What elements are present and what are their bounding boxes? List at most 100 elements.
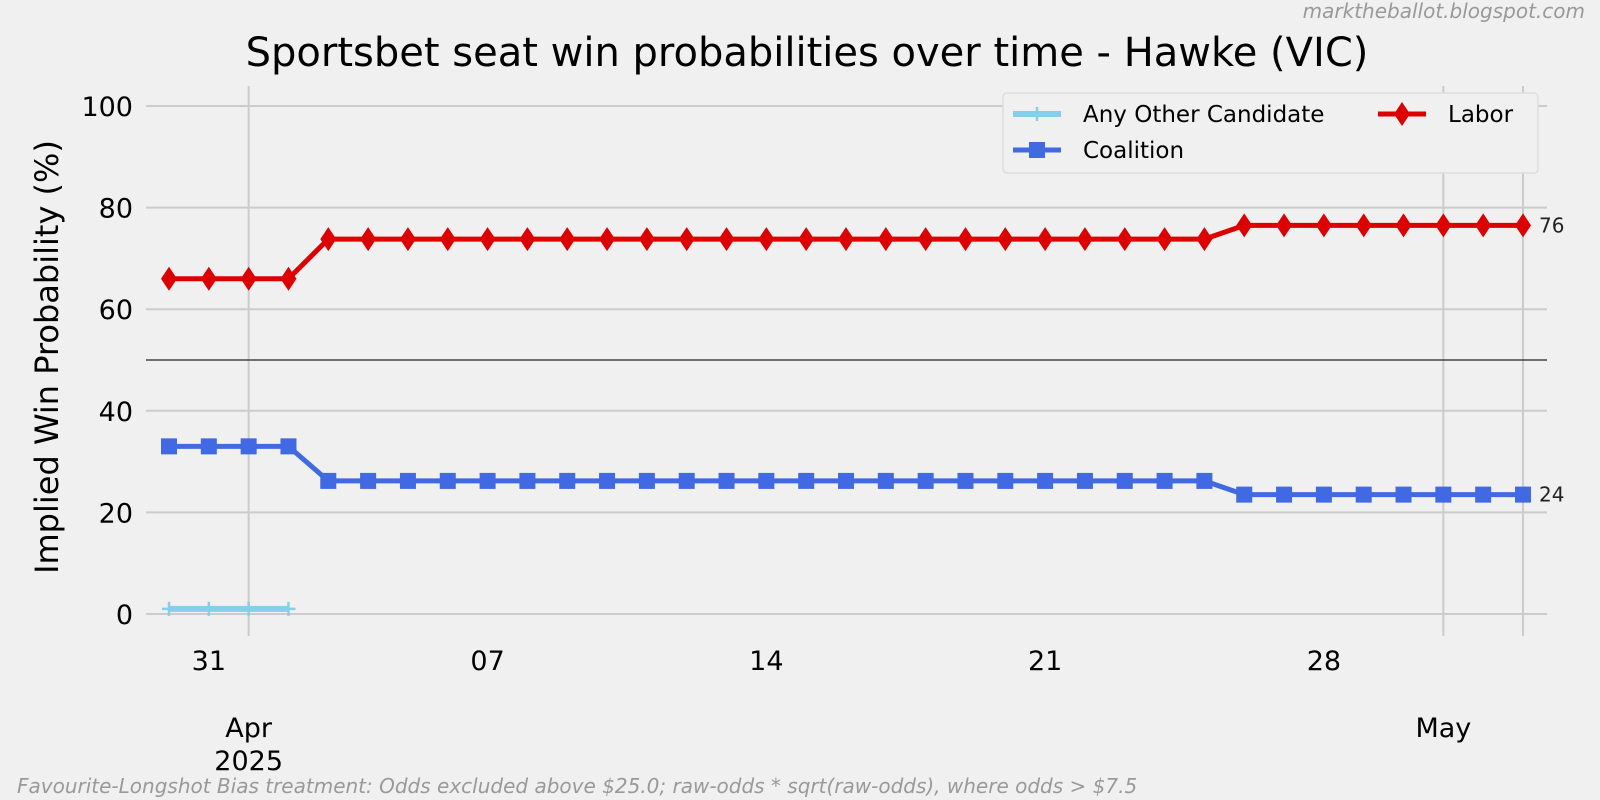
- y-tick-label: 60: [99, 295, 133, 326]
- data-point: [399, 472, 416, 489]
- data-point: [599, 227, 616, 252]
- legend-label: Any Other Candidate: [1083, 102, 1324, 128]
- data-point: [479, 227, 496, 252]
- data-point: [1037, 227, 1054, 252]
- x-tick-label: 14: [749, 646, 783, 677]
- data-point: [1156, 472, 1173, 489]
- data-point: [838, 472, 854, 489]
- legend-swatch-marker: [1029, 142, 1045, 158]
- series-layer: 24 76: [161, 213, 1564, 616]
- data-point: [1236, 213, 1253, 238]
- legend-item-coalition: Coalition: [1013, 138, 1184, 164]
- data-point: [758, 472, 775, 489]
- data-point: [1475, 213, 1492, 238]
- y-tick-label: 40: [99, 397, 133, 428]
- data-point: [1236, 486, 1253, 503]
- data-point: [280, 266, 297, 291]
- data-point: [957, 472, 974, 489]
- data-point: [638, 472, 655, 489]
- grid-layer: [146, 86, 1547, 636]
- x-month-label: May: [1415, 713, 1471, 744]
- data-point: [957, 227, 974, 252]
- data-point: [678, 227, 695, 252]
- data-point: [798, 472, 815, 489]
- x-tick-label: 31: [192, 646, 226, 677]
- data-point: [161, 266, 177, 291]
- data-point: [1196, 472, 1213, 489]
- data-point: [599, 472, 616, 489]
- data-point: [1315, 486, 1332, 503]
- y-tick-label: 80: [99, 194, 133, 225]
- data-point: [1475, 486, 1492, 503]
- legend: Any Other Candidate Coalition Labor: [1002, 92, 1539, 174]
- data-point: [1435, 213, 1452, 238]
- data-point: [519, 227, 536, 252]
- data-point: [718, 227, 735, 252]
- data-point: [162, 601, 176, 616]
- x-tick-label: 21: [1028, 646, 1062, 677]
- x-tick-label: 28: [1307, 646, 1341, 677]
- data-point: [1116, 227, 1133, 252]
- y-tick-label: 0: [116, 600, 133, 631]
- data-point: [1196, 227, 1213, 252]
- data-point: [1276, 486, 1293, 503]
- data-point: [798, 227, 815, 252]
- data-point: [200, 266, 217, 291]
- data-point: [1355, 213, 1372, 238]
- data-point: [877, 227, 894, 252]
- legend-item-labor: Labor: [1378, 102, 1514, 128]
- series-labor: 76: [161, 213, 1564, 291]
- data-point: [997, 472, 1014, 489]
- series-end-label: 76: [1539, 213, 1564, 237]
- data-point: [200, 438, 217, 455]
- data-point: [240, 438, 257, 455]
- legend-item-any-other-candidate: Any Other Candidate: [1013, 102, 1324, 128]
- data-point: [479, 472, 496, 489]
- legend-label: Labor: [1448, 102, 1514, 128]
- data-point: [1435, 486, 1452, 503]
- data-point: [161, 438, 177, 455]
- legend-swatch-marker: [1394, 102, 1410, 126]
- data-point: [1395, 213, 1412, 238]
- series-any-other-candidate: [162, 601, 296, 616]
- data-point: [439, 227, 456, 252]
- data-point: [240, 266, 257, 291]
- y-tick-label: 100: [81, 92, 133, 123]
- data-point: [1076, 227, 1093, 252]
- legend-label: Coalition: [1083, 138, 1184, 164]
- data-point: [838, 227, 854, 252]
- data-point: [678, 472, 695, 489]
- data-point: [758, 227, 775, 252]
- data-point: [1515, 213, 1531, 238]
- data-point: [241, 601, 256, 616]
- data-point: [399, 227, 416, 252]
- data-point: [1515, 486, 1531, 503]
- data-point: [1276, 213, 1293, 238]
- series-coalition: 24: [161, 438, 1564, 507]
- data-point: [201, 601, 216, 616]
- data-point: [1355, 486, 1372, 503]
- data-point: [559, 472, 576, 489]
- data-point: [280, 438, 297, 455]
- x-tick-label: 07: [470, 646, 504, 677]
- y-tick-label: 20: [99, 498, 133, 529]
- watermark: marktheballot.blogspot.com: [1303, 0, 1585, 23]
- data-point: [360, 227, 377, 252]
- data-point: [439, 472, 456, 489]
- data-point: [1076, 472, 1093, 489]
- data-point: [360, 472, 377, 489]
- data-point: [559, 227, 576, 252]
- legend-swatch-marker: [1030, 107, 1044, 121]
- data-point: [320, 227, 337, 252]
- x-month-label: 2025: [214, 746, 283, 777]
- chart-title: Sportsbet seat win probabilities over ti…: [246, 30, 1369, 76]
- footnote: Favourite-Longshot Bias treatment: Odds …: [17, 774, 1137, 798]
- data-point: [1156, 227, 1173, 252]
- data-point: [281, 601, 296, 616]
- data-point: [1037, 472, 1054, 489]
- data-point: [1395, 486, 1412, 503]
- data-point: [718, 472, 735, 489]
